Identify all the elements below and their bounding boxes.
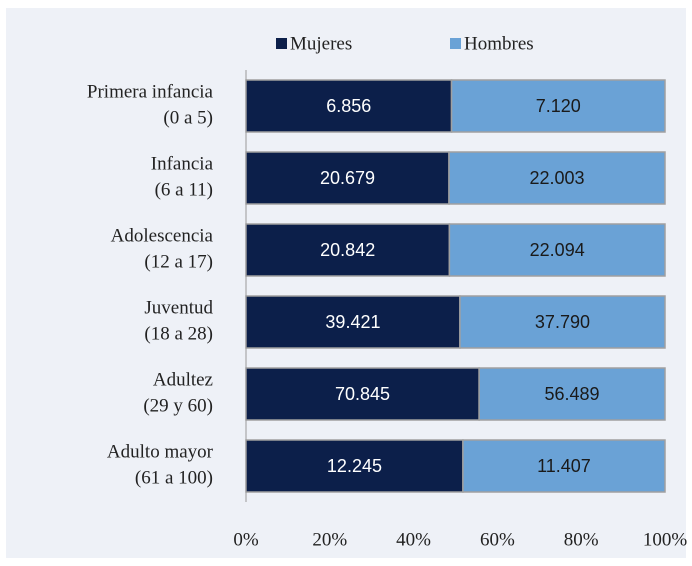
- legend-label: Mujeres: [290, 33, 352, 54]
- data-label: 37.790: [535, 312, 590, 332]
- data-label: 22.094: [530, 240, 585, 260]
- y-tick-label: Primera infancia: [87, 81, 214, 102]
- bar-segment: [245, 223, 451, 277]
- y-tick-label: (0 a 5): [163, 107, 213, 128]
- bar-segment: [448, 223, 666, 277]
- data-label: 70.845: [335, 384, 390, 404]
- y-tick-label: (12 a 17): [144, 251, 213, 272]
- x-tick-label: 80%: [564, 529, 599, 550]
- y-tick-label: Adulto mayor: [107, 441, 214, 462]
- data-label: 7.120: [536, 96, 581, 116]
- bar-segment: [459, 295, 666, 349]
- data-label: 20.679: [320, 168, 375, 188]
- data-label: 56.489: [545, 384, 600, 404]
- x-tick-label: 0%: [233, 529, 259, 550]
- legend-label: Hombres: [464, 33, 534, 54]
- bar-segment: [245, 151, 450, 205]
- y-tick-label: (18 a 28): [144, 323, 213, 344]
- y-tick-label: Adolescencia: [111, 225, 214, 246]
- x-tick-label: 40%: [396, 529, 431, 550]
- data-label: 12.245: [327, 456, 382, 476]
- bar-segment: [245, 439, 464, 493]
- y-tick-label: Infancia: [151, 153, 214, 174]
- y-tick-label: (29 y 60): [143, 395, 213, 416]
- data-label: 6.856: [326, 96, 371, 116]
- bar-segment: [450, 79, 666, 133]
- data-label: 20.842: [320, 240, 375, 260]
- y-tick-label: Juventud: [144, 297, 213, 318]
- bar-segment: [245, 79, 453, 133]
- legend-swatch: [276, 38, 287, 49]
- bar-segment: [478, 367, 666, 421]
- data-label: 11.407: [537, 456, 591, 476]
- x-tick-label: 20%: [312, 529, 347, 550]
- y-tick-label: (61 a 100): [135, 467, 213, 488]
- data-label: 22.003: [529, 168, 584, 188]
- bar-segment: [448, 151, 666, 205]
- y-tick-label: (6 a 11): [155, 179, 213, 200]
- x-tick-label: 100%: [643, 529, 688, 550]
- x-tick-label: 60%: [480, 529, 515, 550]
- y-tick-label: Adultez: [153, 369, 213, 390]
- legend-swatch: [450, 38, 461, 49]
- bar-segment: [462, 439, 666, 493]
- data-label: 39.421: [325, 312, 380, 332]
